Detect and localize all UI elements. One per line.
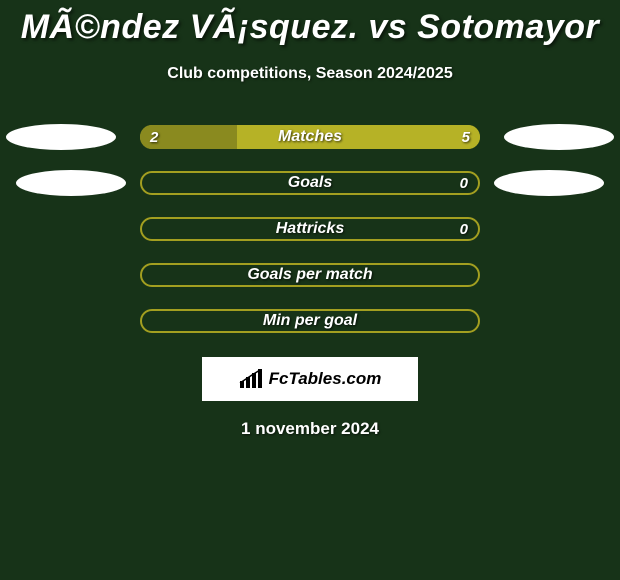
page-subtitle: Club competitions, Season 2024/2025 — [0, 65, 620, 83]
player-left-pill — [16, 170, 126, 196]
stat-row: Goals0 — [0, 171, 620, 195]
player-left-pill — [6, 124, 116, 150]
stat-value-right: 0 — [460, 173, 468, 193]
player-right-pill — [504, 124, 614, 150]
stat-value-right: 5 — [462, 125, 470, 149]
page-title: MÃ©ndez VÃ¡squez. vs Sotomayor — [0, 8, 620, 47]
stat-bar: Goals0 — [140, 171, 480, 195]
bar-segment-right — [237, 125, 480, 149]
stat-label: Goals — [142, 173, 478, 193]
attribution-text: FcTables.com — [269, 369, 382, 389]
stat-label: Min per goal — [142, 311, 478, 331]
stat-label: Hattricks — [142, 219, 478, 239]
stat-value-right: 0 — [460, 219, 468, 239]
attribution-badge: FcTables.com — [202, 357, 418, 401]
stat-row: Min per goal — [0, 309, 620, 333]
stat-row: Matches25 — [0, 125, 620, 149]
date-label: 1 november 2024 — [0, 419, 620, 439]
stat-row: Goals per match — [0, 263, 620, 287]
stat-row: Hattricks0 — [0, 217, 620, 241]
stat-bar: Min per goal — [140, 309, 480, 333]
player-right-pill — [494, 170, 604, 196]
stat-label: Goals per match — [142, 265, 478, 285]
stat-bar: Hattricks0 — [140, 217, 480, 241]
bar-chart-icon — [239, 369, 263, 389]
stat-bar: Matches25 — [140, 125, 480, 149]
comparison-card: MÃ©ndez VÃ¡squez. vs Sotomayor Club comp… — [0, 0, 620, 439]
stat-bar: Goals per match — [140, 263, 480, 287]
stat-rows: Matches25Goals0Hattricks0Goals per match… — [0, 125, 620, 333]
stat-value-left: 2 — [150, 125, 158, 149]
